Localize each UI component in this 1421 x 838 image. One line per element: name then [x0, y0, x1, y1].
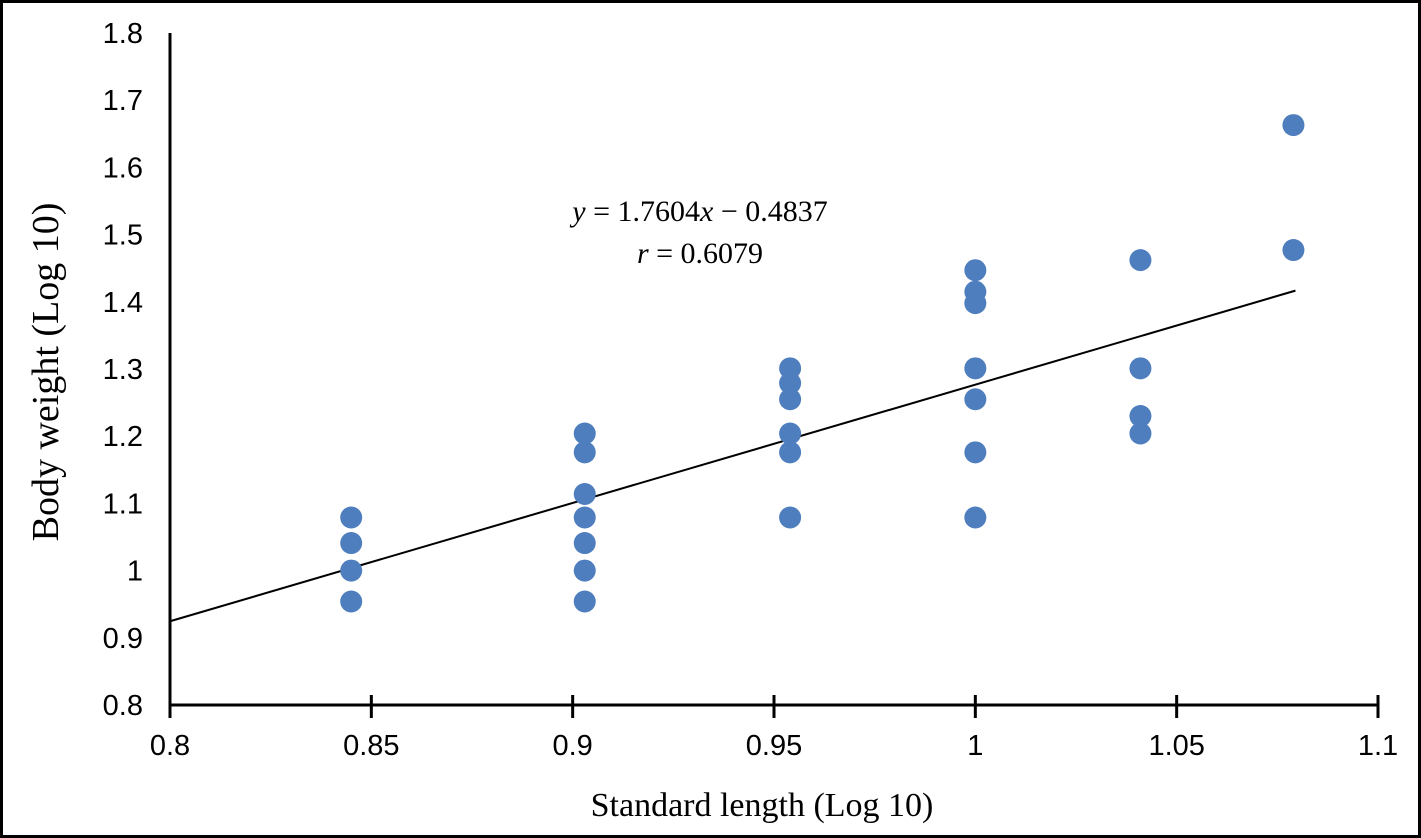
y-axis-title: Body weight (Log 10) — [25, 202, 67, 542]
data-point — [340, 532, 363, 555]
data-point — [779, 441, 802, 464]
data-point — [779, 372, 802, 395]
x-axis-tick-label: 1 — [967, 730, 983, 762]
data-point — [964, 292, 987, 315]
data-point — [964, 259, 987, 282]
data-point — [964, 506, 987, 529]
data-point — [573, 532, 596, 555]
equation-text: − 0.4837 — [713, 195, 828, 228]
x-axis-title: Standard length (Log 10) — [590, 787, 934, 824]
y-axis-tick-label: 1.1 — [103, 488, 143, 520]
data-point — [573, 506, 596, 529]
y-axis-tick-label: 1.6 — [103, 152, 143, 184]
y-axis-tick-label: 1 — [127, 556, 143, 588]
y-axis-tick-label: 1.7 — [103, 85, 143, 117]
data-point — [1129, 422, 1152, 445]
y-axis-tick-label: 1.3 — [103, 354, 143, 386]
data-point — [573, 590, 596, 613]
trendline-equation: y = 1.7604x − 0.4837 — [572, 191, 828, 233]
data-point — [1129, 405, 1152, 428]
equation-variable: r — [636, 237, 649, 270]
data-point — [1282, 114, 1305, 137]
data-point — [964, 357, 987, 380]
y-axis-tick-label: 0.9 — [103, 623, 143, 655]
equation-text: = 0.6079 — [648, 237, 764, 270]
data-point — [573, 441, 596, 464]
data-point — [573, 482, 596, 505]
y-axis-tick-label: 1.8 — [103, 18, 143, 50]
data-point — [779, 506, 802, 529]
y-axis-tick-label: 1.4 — [103, 287, 143, 319]
data-point — [1129, 249, 1152, 272]
data-point — [1129, 357, 1152, 380]
x-axis-tick-label: 1.1 — [1358, 730, 1398, 762]
y-axis-tick-label: 1.5 — [103, 220, 143, 252]
data-point — [964, 441, 987, 464]
equation-variable: y — [572, 195, 586, 228]
equation-variable: x — [700, 195, 714, 228]
data-point — [964, 388, 987, 411]
x-axis-tick-label: 0.85 — [343, 730, 399, 762]
y-axis-tick-label: 0.8 — [103, 690, 143, 722]
data-point — [573, 559, 596, 582]
equation-text: = 1.7604 — [585, 195, 700, 228]
x-axis-tick-label: 0.8 — [150, 730, 190, 762]
correlation-value: r = 0.6079 — [572, 233, 828, 275]
trendline-annotation: y = 1.7604x − 0.4837 r = 0.6079 — [572, 191, 828, 275]
data-point — [340, 590, 363, 613]
data-point — [1282, 239, 1305, 262]
data-point — [779, 422, 802, 445]
x-axis-tick-label: 0.9 — [553, 730, 593, 762]
trend-line — [169, 289, 1296, 623]
x-axis-tick-label: 0.95 — [746, 730, 802, 762]
data-point — [573, 422, 596, 445]
data-point — [779, 388, 802, 411]
y-axis-tick-label: 1.2 — [103, 421, 143, 453]
x-axis-tick-label: 1.05 — [1148, 730, 1204, 762]
data-point — [340, 559, 363, 582]
data-point — [340, 506, 363, 529]
